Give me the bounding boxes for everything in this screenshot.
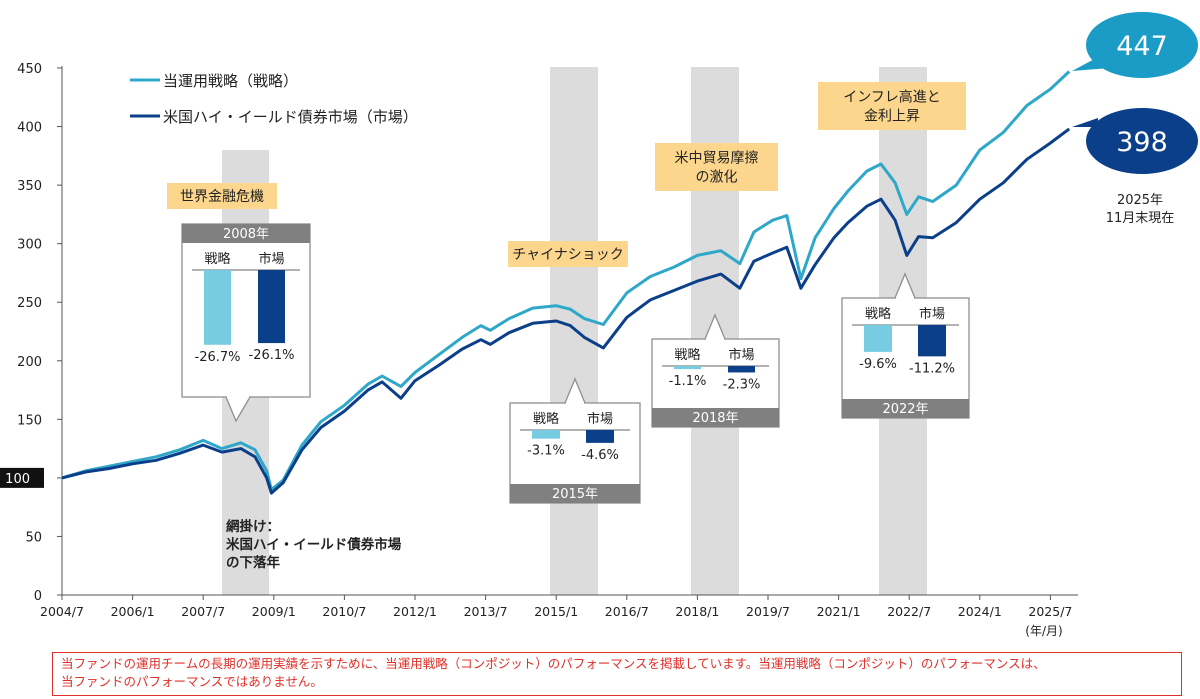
bar-strategy [204, 270, 231, 345]
callout-pointer [894, 272, 916, 299]
x-tick-label: 2024/1 [958, 604, 1002, 619]
shaded-year-2015 [550, 67, 598, 595]
event-label-text: インフレ高進と [843, 89, 941, 106]
y-tick-label: 200 [17, 355, 42, 370]
y-tick-label: 50 [25, 530, 42, 545]
annual-return-callout-2018年: 2018年 戦略 市場 -1.1% -2.3% [651, 313, 780, 428]
end-value-bubble [1086, 12, 1198, 78]
x-tick-label: 2016/7 [605, 604, 649, 619]
y-tick-label: 400 [17, 121, 42, 136]
series-line-strategy [61, 70, 1071, 492]
x-tick-label: 2018/1 [675, 604, 719, 619]
series-line-market [61, 127, 1071, 495]
end-value-bubble [1086, 108, 1198, 174]
base-100-label: 100 [5, 472, 30, 487]
performance-chart: 0 50 150 200 250 300 350 400 450 100 2004/7 2006/1 2… [0, 12, 1198, 638]
event-label-box [655, 143, 778, 191]
legend-label-strategy: 当運用戦略（戦略） [163, 72, 298, 90]
x-tick-label: 2025/7 [1028, 604, 1072, 619]
callout-year-label: 2022年 [882, 402, 928, 417]
bar-market-label: -4.6% [581, 448, 619, 463]
end-value-bubble-tail [1072, 118, 1098, 127]
y-tick-label: 0 [34, 589, 42, 604]
event-label-text: 金利上昇 [864, 109, 920, 125]
x-tick-label: 2006/1 [111, 604, 155, 619]
bar-strategy-label: -3.1% [527, 444, 565, 459]
event-label-text: の激化 [696, 169, 738, 186]
bar-header-strategy: 戦略 [865, 306, 891, 322]
y-tick-label: 250 [17, 296, 42, 311]
disclaimer-line-2: 当ファンドのパフォーマンスではありません。 [61, 674, 323, 689]
bar-strategy [674, 366, 701, 370]
x-tick-label: 2021/1 [817, 604, 861, 619]
event-label-text: チャイナショック [512, 247, 624, 263]
shaded-note-text: 網掛け： [226, 518, 280, 535]
end-value-label: 398 [1116, 127, 1168, 158]
bar-header-market: 市場 [587, 411, 613, 427]
bar-strategy-label: -1.1% [669, 374, 707, 389]
y-tick-label: 450 [17, 62, 42, 77]
callout-year-label: 2015年 [552, 487, 598, 502]
callout-year-label: 2018年 [692, 411, 738, 426]
callout-year-bar [182, 224, 310, 243]
x-tick-label: 2012/1 [393, 604, 437, 619]
annual-return-callout-2022年: 2022年 戦略 市場 -9.6% -11.2% [841, 272, 970, 419]
x-tick-label: 2004/7 [40, 604, 84, 619]
callout-pointer [225, 396, 251, 423]
callout-year-bar [842, 399, 969, 418]
event-label-box [508, 241, 628, 267]
bar-header-strategy: 戦略 [533, 411, 559, 427]
bar-market [258, 270, 285, 344]
y-tick-label: 300 [17, 238, 42, 253]
callout-pointer [564, 377, 586, 404]
callout-year-label: 2008年 [223, 227, 269, 242]
disclaimer-box: 当ファンドの運用チームの長期の運用実績を示すために、当運用戦略（コンポジット）の… [52, 652, 1182, 696]
as-of-label: 11月末現在 [1106, 211, 1175, 226]
event-label-text: 米中貿易摩擦 [675, 150, 759, 167]
bar-header-market: 市場 [919, 306, 945, 322]
disclaimer-line-1: 当ファンドの運用チームの長期の運用実績を示すために、当運用戦略（コンポジット）の… [61, 656, 1046, 671]
shaded-note-text: 米国ハイ・イールド債券市場 [226, 536, 402, 553]
legend-label-market: 米国ハイ・イールド債券市場（市場） [163, 108, 418, 126]
callout-year-bar [652, 408, 779, 427]
callout-pointer [704, 313, 726, 340]
callout-frame [181, 223, 311, 398]
bar-market-label: -2.3% [723, 377, 761, 392]
callout-frame [841, 297, 970, 419]
x-tick-label: 2007/7 [181, 604, 225, 619]
bar-strategy-label: -26.7% [195, 350, 241, 365]
y-tick-label: 350 [17, 179, 42, 194]
end-value-label: 447 [1116, 31, 1168, 62]
bar-market [728, 366, 755, 373]
event-label-text: 世界金融危機 [180, 189, 264, 205]
bar-strategy-label: -9.6% [859, 357, 897, 372]
y-tick-label: 150 [17, 413, 42, 428]
bar-header-market: 市場 [258, 251, 284, 267]
bar-header-market: 市場 [728, 347, 754, 363]
bar-market-label: -26.1% [249, 348, 295, 363]
event-label-box [167, 183, 277, 209]
bar-market-label: -11.2% [909, 361, 955, 376]
bar-header-strategy: 戦略 [204, 251, 230, 267]
x-tick-label: 2010/7 [322, 604, 366, 619]
x-tick-label: 2013/7 [464, 604, 508, 619]
bar-header-strategy: 戦略 [674, 347, 700, 363]
x-axis-unit: (年/月) [1025, 624, 1062, 638]
x-tick-label: 2009/1 [252, 604, 296, 619]
event-label-box [818, 82, 966, 130]
shaded-note-text: の下落年 [226, 554, 280, 571]
x-tick-label: 2019/7 [746, 604, 790, 619]
callout-year-bar [510, 484, 640, 503]
annual-return-callout-2015年: 2015年 戦略 市場 -3.1% -4.6% [509, 377, 641, 504]
bar-market [918, 325, 946, 357]
bar-strategy [532, 430, 560, 439]
x-tick-label: 2015/1 [534, 604, 578, 619]
as-of-label: 2025年 [1117, 193, 1163, 208]
x-tick-label: 2022/7 [887, 604, 931, 619]
base-100-marker [0, 467, 44, 488]
bar-market [586, 430, 614, 443]
bar-strategy [864, 325, 892, 352]
